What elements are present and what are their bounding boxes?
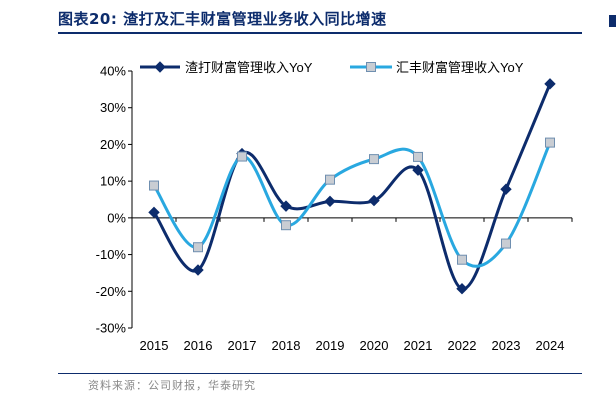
series-layer [148,78,556,295]
legend: 渣打财富管理收入YoY 汇丰财富管理收入YoY [140,60,524,75]
series-2-point [193,242,203,253]
series-1-point [148,206,160,219]
series-2-point [501,238,511,249]
series-line-1 [152,83,552,291]
y-tick-label: 40% [100,64,126,79]
series-1-point [412,164,424,176]
series-1-point [456,283,468,295]
x-tick-label: 2017 [228,338,257,353]
y-axis: -30% -20% -10% 0% 10% 20% 30% 40% [96,64,133,336]
series-1-point [324,195,336,208]
legend-label-2: 汇丰财富管理收入YoY [396,60,524,75]
legend-label-1: 渣打财富管理收入YoY [185,60,313,75]
series-1-point [544,78,556,90]
source-note: 资料来源：公司财报，华泰研究 [88,379,256,392]
x-tick-label: 2023 [492,338,521,353]
series-1-point [368,194,380,207]
series-2-point [369,154,379,165]
x-tick-label: 2019 [316,338,345,353]
y-tick-label: -30% [96,321,127,336]
x-tick-label: 2015 [140,338,169,353]
series-2-point [413,151,423,162]
x-axis: 2015 2016 2017 2018 2019 2020 2021 2022 2023 2024 [131,217,573,353]
series-line-2 [152,141,552,268]
series-1-point [280,200,292,212]
title-rule [58,32,582,34]
y-tick-label: 10% [100,174,126,189]
source-rule [58,373,582,374]
legend-marker-2 [366,62,376,72]
y-tick-label: 0% [107,210,126,225]
series-2-point [149,180,159,191]
edge-mark [609,15,616,27]
series-2-point [237,151,247,162]
y-tick-label: -10% [96,247,127,262]
x-tick-label: 2020 [360,338,389,353]
series-1-point [500,183,512,195]
legend-marker-1 [154,61,166,73]
series-2-point [545,137,555,148]
figure-title: 图表20: 渣打及汇丰财富管理业务收入同比增速 [58,10,387,28]
y-tick-label: -20% [96,284,127,299]
series-1-point [192,264,204,276]
x-tick-label: 2022 [448,338,477,353]
series-2-point [325,174,335,185]
y-tick-label: 20% [100,137,126,152]
series-2-point [281,220,291,231]
x-tick-label: 2024 [536,338,565,353]
x-tick-label: 2016 [184,338,213,353]
x-tick-label: 2018 [272,338,301,353]
y-tick-label: 30% [100,100,126,115]
series-2-point [457,254,467,265]
x-tick-label: 2021 [404,338,433,353]
